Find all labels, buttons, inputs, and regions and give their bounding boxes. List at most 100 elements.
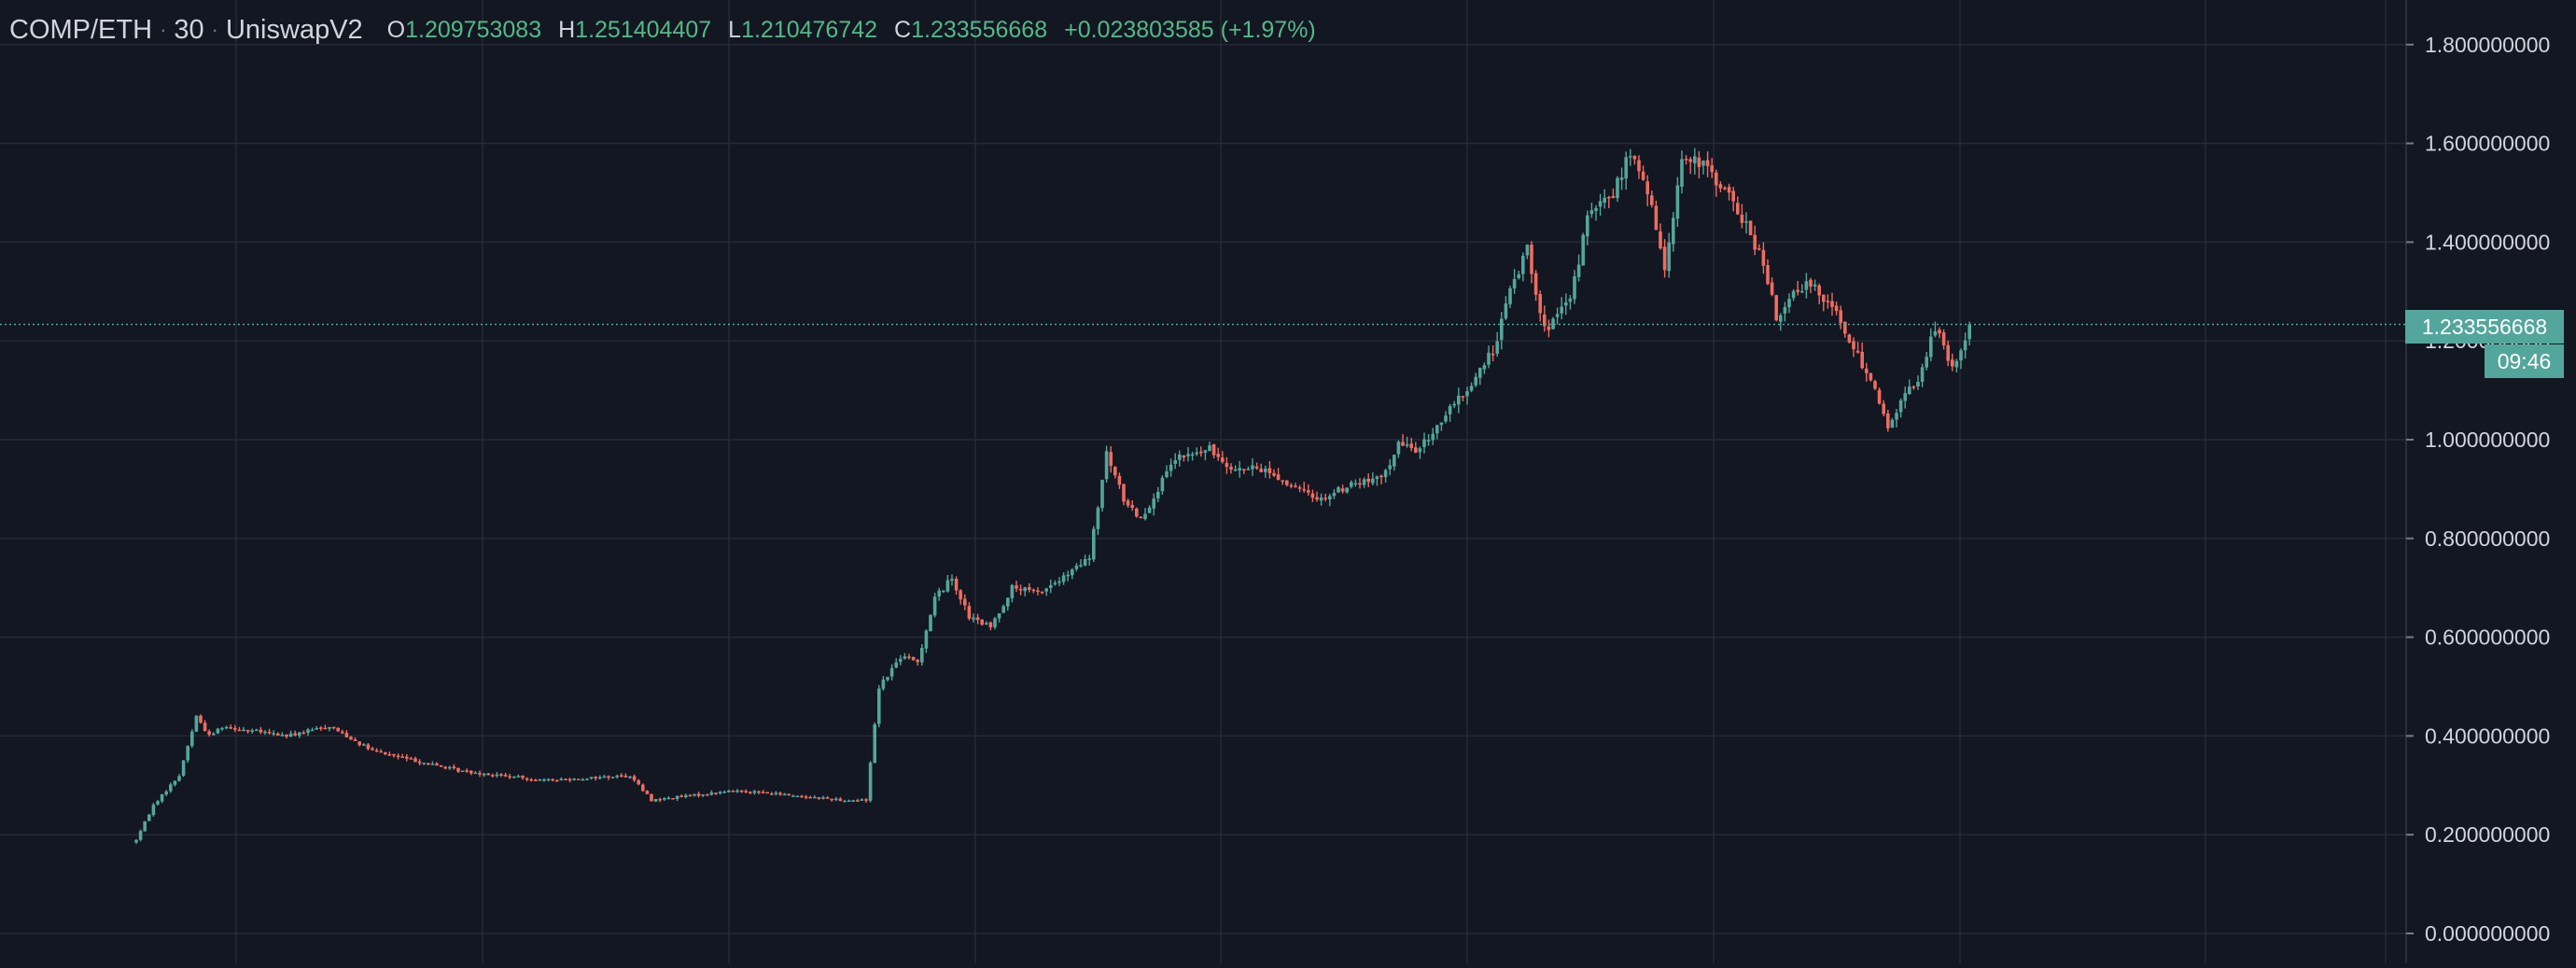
candle-body xyxy=(1289,484,1294,487)
candle-body xyxy=(220,727,224,730)
candle-body xyxy=(1233,469,1238,471)
candle-body xyxy=(1487,352,1491,365)
candle-body xyxy=(301,732,306,735)
candle-body xyxy=(856,800,860,802)
candle-body xyxy=(1645,181,1649,195)
candle-body xyxy=(293,733,297,736)
candle-body xyxy=(744,791,748,793)
candle-body xyxy=(452,766,456,769)
candle-body xyxy=(1839,310,1842,323)
candle-body xyxy=(387,753,392,756)
candle-body xyxy=(1632,155,1637,160)
candle-body xyxy=(1135,508,1139,517)
candle-body xyxy=(873,724,876,764)
candle-body xyxy=(693,793,696,796)
candle-body xyxy=(1297,487,1302,489)
candle-body xyxy=(1418,448,1422,453)
candle-body xyxy=(1654,205,1659,231)
candle-body xyxy=(1611,195,1616,199)
candle-body xyxy=(1826,301,1830,302)
candle-body xyxy=(589,777,594,779)
candle-body xyxy=(194,715,199,732)
candle-body xyxy=(216,728,220,734)
candle-body xyxy=(821,797,825,799)
candle-body xyxy=(1855,350,1860,353)
candle-body xyxy=(1672,217,1675,245)
candle-body xyxy=(975,617,980,621)
candle-body xyxy=(813,796,817,799)
candle-body xyxy=(752,791,757,793)
y-tick-label: 1.600000000 xyxy=(2425,132,2550,156)
candle-body xyxy=(1122,484,1126,502)
candle-body xyxy=(663,797,666,800)
y-tick-label: 0.400000000 xyxy=(2425,723,2550,748)
candle-body xyxy=(1001,606,1005,613)
candle-body xyxy=(156,801,160,805)
candle-body xyxy=(1731,190,1735,202)
candle-body xyxy=(374,750,379,752)
candle-body xyxy=(1693,156,1697,164)
candle-body xyxy=(306,729,310,733)
symbol-label[interactable]: COMP/ETH xyxy=(9,14,153,45)
candle-body xyxy=(1774,295,1778,321)
candle-body xyxy=(735,790,739,793)
candle-body xyxy=(1375,476,1379,480)
candle-body xyxy=(319,727,323,729)
candle-body xyxy=(233,727,237,730)
candle-body xyxy=(525,778,529,780)
candle-body xyxy=(1491,354,1495,356)
candle-body xyxy=(1057,581,1061,583)
candle-body xyxy=(1409,443,1413,449)
candle-body xyxy=(1650,195,1654,205)
candle-body xyxy=(1847,334,1852,343)
candle-body xyxy=(1276,474,1281,480)
candle-body xyxy=(392,753,396,756)
candle-body xyxy=(1813,284,1817,287)
candle-body xyxy=(791,795,795,797)
candle-body xyxy=(1457,395,1461,405)
candle-body xyxy=(1066,574,1070,577)
candle-body xyxy=(1092,528,1096,560)
candle-body xyxy=(138,831,143,840)
candle-body xyxy=(1555,314,1560,317)
candle-body xyxy=(242,729,245,732)
candle-body xyxy=(546,779,551,780)
candle-body xyxy=(1877,389,1882,404)
interval-label[interactable]: 30 xyxy=(174,14,204,45)
candle-body xyxy=(817,797,821,799)
candle-body xyxy=(1817,285,1821,296)
candle-body xyxy=(164,791,168,795)
candle-body xyxy=(405,756,409,759)
candle-body xyxy=(671,798,675,800)
candle-body xyxy=(469,770,473,774)
candle-body xyxy=(804,796,808,798)
candle-body xyxy=(1272,472,1276,476)
candle-body xyxy=(1422,439,1426,447)
candle-body xyxy=(1959,350,1963,361)
candle-body xyxy=(1718,184,1723,189)
high-value: 1.251404407 xyxy=(575,16,712,43)
candle-body xyxy=(1740,214,1744,223)
candle-body xyxy=(782,793,787,796)
candle-body xyxy=(1852,341,1855,350)
candle-body xyxy=(1310,493,1315,498)
open-value-group: O1.209753083 xyxy=(387,17,541,44)
candle-body xyxy=(1199,451,1203,454)
y-tick-label: 0.800000000 xyxy=(2425,526,2550,551)
price-axis[interactable]: 0.000000000 0.200000000 0.400000000 0.60000… xyxy=(2405,0,2550,963)
low-value: 1.210476742 xyxy=(741,16,878,43)
candle-body xyxy=(495,774,499,777)
candle-body xyxy=(1659,231,1662,249)
candle-body xyxy=(684,794,688,797)
candle-body xyxy=(1895,413,1898,420)
candle-body xyxy=(1328,496,1332,500)
candle-body xyxy=(1800,290,1804,293)
candle-body xyxy=(1860,351,1864,369)
candle-body xyxy=(1530,245,1533,274)
candle-body xyxy=(1332,492,1337,497)
candle-body xyxy=(456,767,460,772)
candle-body xyxy=(1152,498,1155,509)
candle-body xyxy=(577,779,581,780)
